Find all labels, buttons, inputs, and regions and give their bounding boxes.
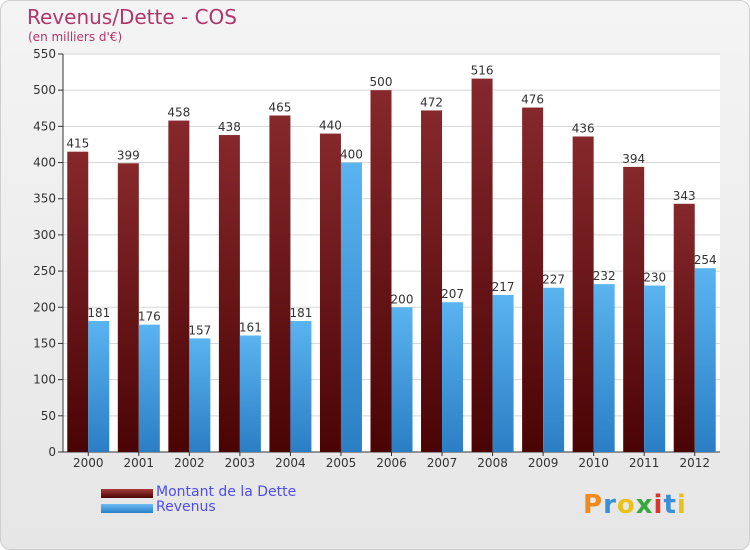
bar-revenus — [694, 268, 716, 452]
x-tick-label: 2003 — [225, 456, 256, 470]
y-tick-label: 0 — [48, 445, 56, 459]
bar-dette — [117, 163, 139, 452]
legend-label-revenus: Revenus — [156, 499, 216, 515]
data-label: 200 — [391, 292, 414, 306]
bar-dette — [572, 136, 594, 452]
y-tick-label: 100 — [33, 373, 56, 387]
data-label: 394 — [622, 152, 645, 166]
data-label: 436 — [572, 121, 595, 135]
data-label: 516 — [471, 64, 494, 78]
x-tick-label: 2000 — [73, 456, 104, 470]
x-tick-label: 2012 — [679, 456, 710, 470]
data-label: 161 — [239, 320, 262, 334]
data-label: 500 — [370, 75, 393, 89]
legend-swatch-dette — [101, 489, 153, 498]
data-label: 254 — [694, 253, 717, 267]
y-tick-label: 500 — [33, 83, 56, 97]
bar-revenus — [442, 302, 464, 452]
x-tick-label: 2004 — [275, 456, 306, 470]
data-label: 438 — [218, 120, 241, 134]
bar-dette — [218, 135, 240, 452]
x-tick-label: 2009 — [528, 456, 559, 470]
bar-revenus — [391, 307, 413, 452]
proxiti-logo: Proxiti — [583, 490, 687, 520]
bar-revenus — [340, 162, 362, 452]
x-tick-label: 2005 — [326, 456, 357, 470]
bar-dette — [168, 120, 190, 452]
data-label: 399 — [117, 148, 140, 162]
y-tick-label: 250 — [33, 264, 56, 278]
bar-revenus — [543, 287, 565, 452]
x-tick-label: 2006 — [376, 456, 407, 470]
x-tick-label: 2007 — [427, 456, 458, 470]
bar-revenus — [239, 335, 261, 452]
bar-revenus — [593, 284, 615, 452]
bar-revenus — [189, 338, 211, 452]
x-tick-label: 2008 — [477, 456, 508, 470]
y-tick-label: 550 — [33, 47, 56, 61]
bar-revenus — [138, 324, 160, 452]
y-tick-label: 200 — [33, 300, 56, 314]
x-tick-label: 2011 — [629, 456, 660, 470]
bar-dette — [623, 166, 645, 452]
data-label: 476 — [521, 93, 544, 107]
y-tick-label: 300 — [33, 228, 56, 242]
chart-title: Revenus/Dette - COS — [27, 5, 237, 29]
bar-revenus — [290, 321, 312, 452]
bar-dette — [319, 133, 341, 452]
data-label: 217 — [492, 280, 515, 294]
chart-unit-label: (en milliers d'€) — [28, 30, 123, 44]
bar-dette — [673, 203, 695, 452]
bar-dette — [370, 90, 392, 452]
data-label: 465 — [268, 101, 291, 115]
data-label: 207 — [441, 287, 464, 301]
data-label: 230 — [643, 271, 666, 285]
data-label: 227 — [542, 273, 565, 287]
data-label: 343 — [673, 189, 696, 203]
data-label: 232 — [593, 269, 616, 283]
data-label: 157 — [188, 323, 211, 337]
data-label: 440 — [319, 119, 342, 133]
bar-revenus — [88, 321, 110, 452]
bar-revenus — [644, 285, 666, 452]
data-label: 181 — [289, 306, 312, 320]
bar-dette — [67, 151, 89, 452]
bar-dette — [421, 110, 443, 452]
y-tick-label: 400 — [33, 156, 56, 170]
data-label: 458 — [167, 106, 190, 120]
bar-revenus — [492, 294, 514, 452]
data-label: 415 — [66, 137, 89, 151]
bar-dette — [471, 78, 493, 452]
y-tick-label: 350 — [33, 192, 56, 206]
data-label: 400 — [340, 148, 363, 162]
x-tick-label: 2002 — [174, 456, 205, 470]
y-tick-label: 150 — [33, 336, 56, 350]
y-tick-label: 450 — [33, 119, 56, 133]
legend-swatch-revenus — [101, 504, 153, 513]
x-tick-label: 2010 — [578, 456, 609, 470]
y-tick-label: 50 — [41, 409, 56, 423]
bar-dette — [522, 107, 544, 453]
data-label: 176 — [138, 310, 161, 324]
data-label: 181 — [87, 306, 110, 320]
data-label: 472 — [420, 95, 443, 109]
legend-label-dette: Montant de la Dette — [156, 484, 297, 500]
bar-dette — [269, 115, 291, 452]
x-tick-label: 2001 — [124, 456, 155, 470]
